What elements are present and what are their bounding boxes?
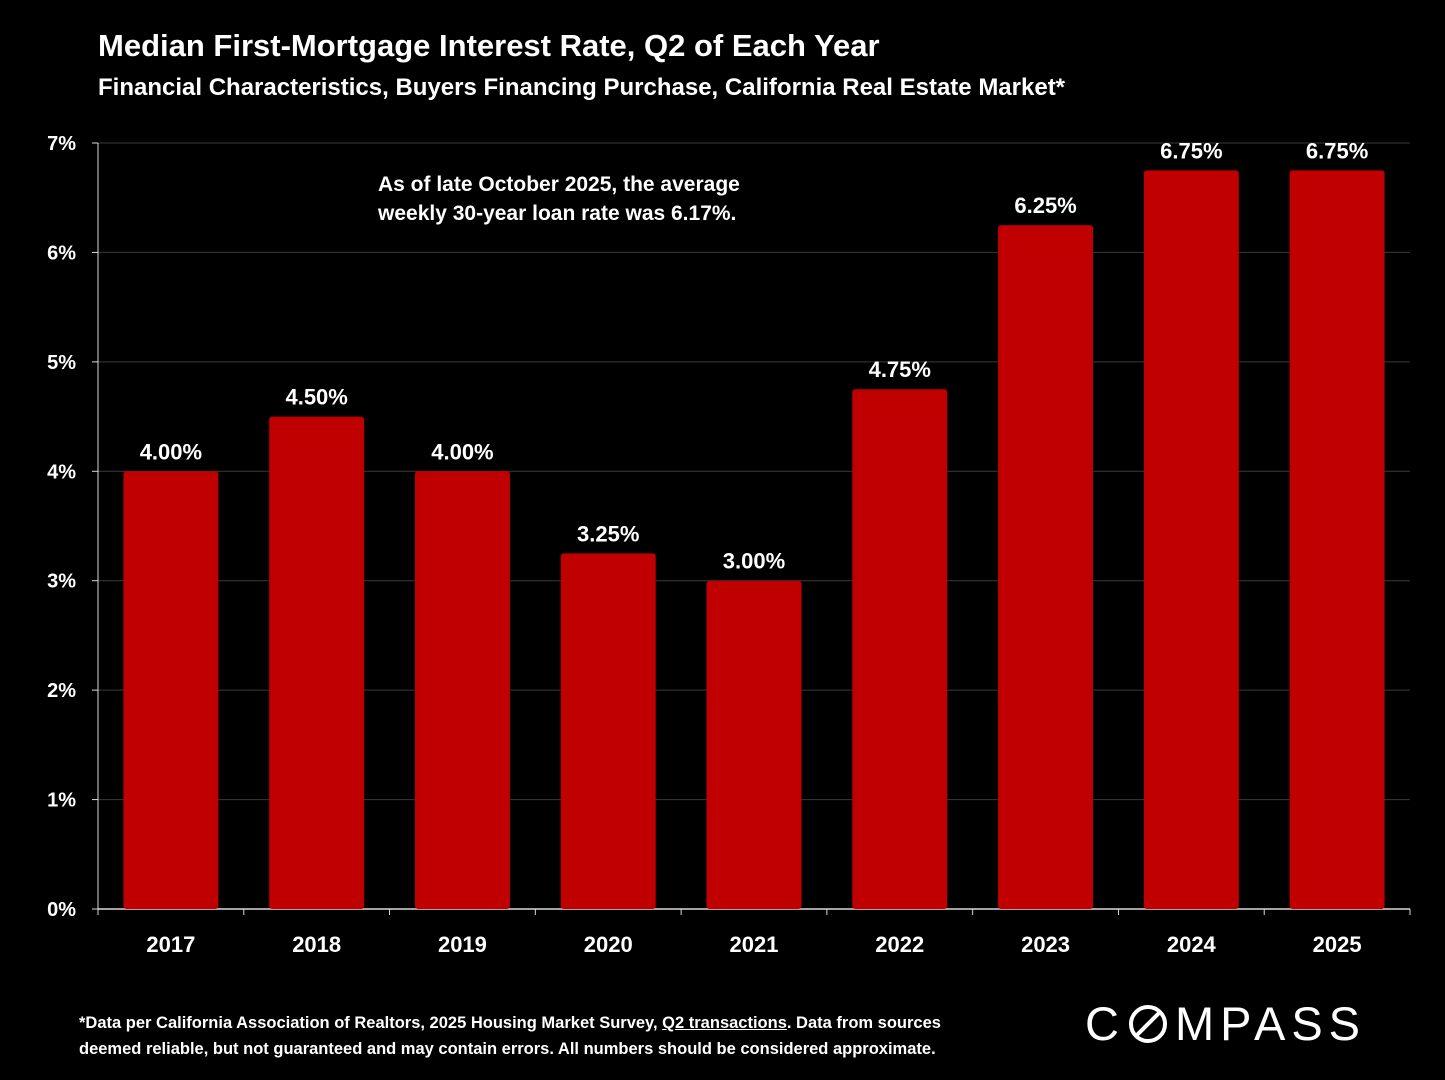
data-label: 3.00% [723,549,785,574]
data-label: 6.25% [1014,193,1076,218]
y-tick-label: 3% [47,571,76,593]
bar-2025 [1289,170,1385,909]
y-tick-label: 2% [47,680,76,702]
x-tick-label: 2024 [1167,932,1217,957]
footnote: *Data per California Association of Real… [79,1010,941,1062]
y-tick-label: 1% [47,790,76,812]
data-label: 6.75% [1306,138,1368,163]
bar-2023 [998,225,1094,910]
x-tick-label: 2023 [1021,932,1070,957]
bar-2019 [414,471,510,909]
bar-2022 [852,389,948,909]
logo-letter-c: C [1085,997,1125,1050]
x-tick-label: 2022 [875,932,924,957]
y-tick-label: 0% [47,899,76,921]
data-label: 4.50% [285,385,347,410]
y-tick-label: 7% [47,133,76,155]
chart-annotation: As of late October 2025, the average wee… [378,170,740,228]
footnote-text-1: *Data per California Association of Real… [79,1014,663,1032]
footnote-line-2: deemed reliable, but not guaranteed and … [79,1040,936,1058]
x-tick-label: 2018 [292,932,341,957]
data-label: 4.00% [140,439,202,464]
bar-2018 [269,416,365,909]
logo-letters-mpass: MPASS [1174,997,1367,1050]
x-tick-label: 2021 [730,932,779,957]
annotation-line-2: weekly 30-year loan rate was 6.17%. [378,202,737,225]
x-tick-label: 2020 [584,932,633,957]
bar-2020 [560,553,656,909]
x-tick-label: 2019 [438,932,487,957]
logo-o-mark [1128,1004,1167,1043]
data-label: 4.00% [431,439,493,464]
y-tick-label: 4% [47,461,76,483]
footnote-text-2: . Data from sources [786,1014,941,1032]
bar-2021 [706,580,802,909]
chart-subtitle: Financial Characteristics, Buyers Financ… [98,74,1066,101]
y-tick-label: 5% [47,352,76,374]
bar-2017 [123,471,219,909]
y-tick-label: 6% [47,242,76,264]
footnote-source-link[interactable]: Q2 transactions [662,1014,787,1032]
footnote-line-1: *Data per California Association of Real… [79,1010,941,1036]
data-label: 6.75% [1160,138,1222,163]
x-tick-label: 2025 [1313,932,1362,957]
data-label: 3.25% [577,521,639,546]
bar-2024 [1143,170,1239,909]
data-label: 4.75% [869,357,931,382]
compass-logo: C MPASS [1085,996,1366,1051]
chart-title: Median First-Mortgage Interest Rate, Q2 … [98,28,880,63]
annotation-line-1: As of late October 2025, the average [378,173,740,196]
x-tick-label: 2017 [146,932,195,957]
